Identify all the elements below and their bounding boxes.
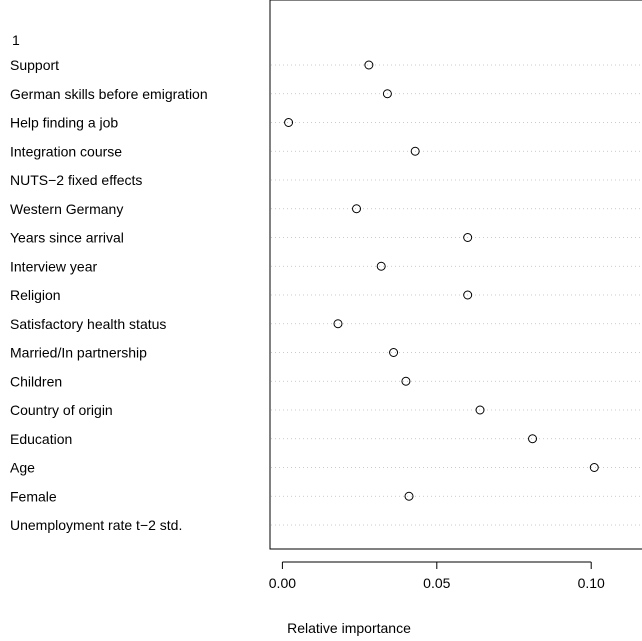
category-label: NUTS−2 fixed effects <box>10 172 142 188</box>
x-tick-label: 0.00 <box>269 575 296 591</box>
chart-title: 1 <box>12 32 20 48</box>
category-label: Western Germany <box>10 201 123 217</box>
category-label: Help finding a job <box>10 115 118 131</box>
category-label: Integration course <box>10 143 122 159</box>
category-label: Age <box>10 460 35 476</box>
category-labels: Support German skills before emigration He… <box>10 57 208 533</box>
data-point <box>589 463 599 472</box>
category-label: Married/In partnership <box>10 345 147 361</box>
x-tick-label: 0.05 <box>423 575 450 591</box>
x-tick-label: 0.10 <box>578 575 605 591</box>
data-points <box>284 60 599 501</box>
data-point <box>463 290 473 300</box>
x-axis-title: Relative importance <box>287 620 411 636</box>
data-point <box>333 319 343 329</box>
category-label: Years since arrival <box>10 230 124 246</box>
data-point <box>401 376 411 386</box>
data-point <box>463 233 473 242</box>
data-point <box>364 60 374 70</box>
x-axis: 0.000.050.100.15 <box>269 561 605 591</box>
category-label: Satisfactory health status <box>10 316 166 332</box>
category-label: Interview year <box>10 258 97 274</box>
data-point <box>404 491 414 501</box>
data-point <box>284 118 294 127</box>
category-label: Country of origin <box>10 402 113 418</box>
category-label: Education <box>10 431 72 447</box>
category-label: Support <box>10 57 59 73</box>
data-point <box>475 405 485 415</box>
category-label: German skills before emigration <box>10 86 208 102</box>
grid-lines <box>271 64 642 526</box>
data-point <box>528 434 538 444</box>
category-label: Female <box>10 488 57 504</box>
data-point <box>410 146 420 156</box>
category-label: Children <box>10 373 62 389</box>
data-point <box>389 348 399 357</box>
category-label: Religion <box>10 287 61 303</box>
data-point <box>376 261 386 271</box>
data-point <box>382 89 392 99</box>
plot-frame <box>269 0 642 550</box>
data-point <box>352 204 362 214</box>
category-label: Unemployment rate t−2 std. <box>10 517 182 533</box>
